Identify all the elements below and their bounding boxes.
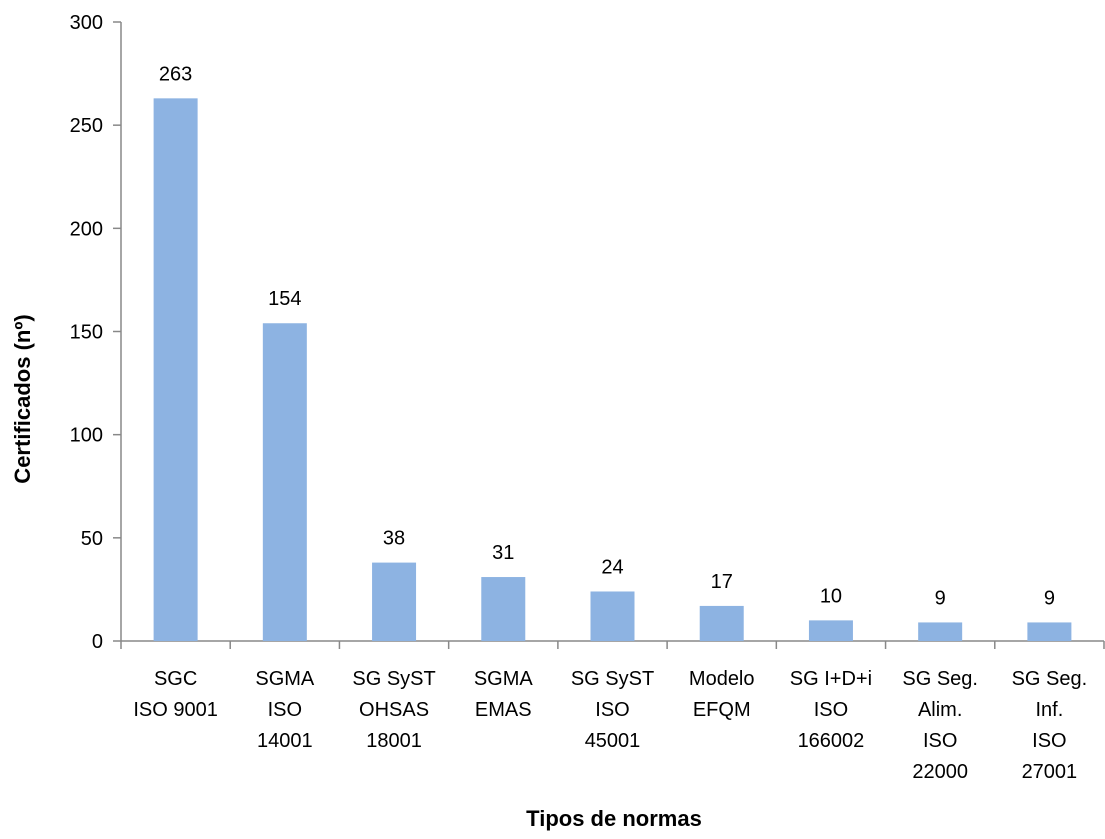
x-tick-label: SGMA EMAS <box>474 668 534 721</box>
data-label: 38 <box>383 528 405 550</box>
y-axis: 0 50 100 150 200 250 300 <box>70 12 122 653</box>
x-tick-label: SGC ISO 9001 <box>133 668 218 721</box>
data-label: 263 <box>159 63 192 85</box>
x-tick-label: Modelo EFQM <box>689 668 755 721</box>
bar <box>372 562 417 641</box>
x-tick-label: SG Seg. Inf. ISO 27001 <box>1012 668 1088 783</box>
y-tick-label: 250 <box>70 115 103 137</box>
data-label: 17 <box>711 571 733 593</box>
data-label: 10 <box>820 585 842 607</box>
x-tick-label: SG I+D+i ISO 166002 <box>790 668 872 752</box>
category-labels: SGC ISO 9001 SGMA ISO 14001 SG SyST OHSAS 18001… <box>133 668 1087 783</box>
bar <box>699 605 744 641</box>
y-axis-title: Certificados (nº) <box>10 314 35 483</box>
x-tick-label: SG Seg. Alim. ISO 22000 <box>902 668 978 783</box>
data-labels: 263 154 38 31 24 17 10 9 9 <box>159 63 1055 609</box>
bar <box>1027 622 1072 641</box>
data-label: 31 <box>492 542 514 564</box>
data-label: 24 <box>601 556 623 578</box>
bar <box>481 577 526 641</box>
x-tick-label: SG SyST OHSAS 18001 <box>352 668 435 752</box>
bar <box>262 323 307 641</box>
x-tick-label: SGMA ISO 14001 <box>255 668 315 752</box>
data-label: 9 <box>1044 587 1055 609</box>
y-tick-label: 100 <box>70 425 103 447</box>
bar <box>590 591 635 641</box>
y-tick-label: 0 <box>92 631 103 653</box>
data-label: 9 <box>935 587 946 609</box>
bar <box>918 622 963 641</box>
y-tick-label: 300 <box>70 12 103 34</box>
x-axis <box>120 640 1105 649</box>
bar <box>808 620 853 641</box>
y-tick-label: 200 <box>70 218 103 240</box>
x-axis-title: Tipos de normas <box>526 806 702 831</box>
y-tick-label: 150 <box>70 322 103 344</box>
y-tick-label: 50 <box>81 528 103 550</box>
bar <box>153 98 198 642</box>
data-label: 154 <box>268 288 301 310</box>
x-tick-label: SG SyST ISO 45001 <box>571 668 654 752</box>
bars <box>153 98 1072 642</box>
